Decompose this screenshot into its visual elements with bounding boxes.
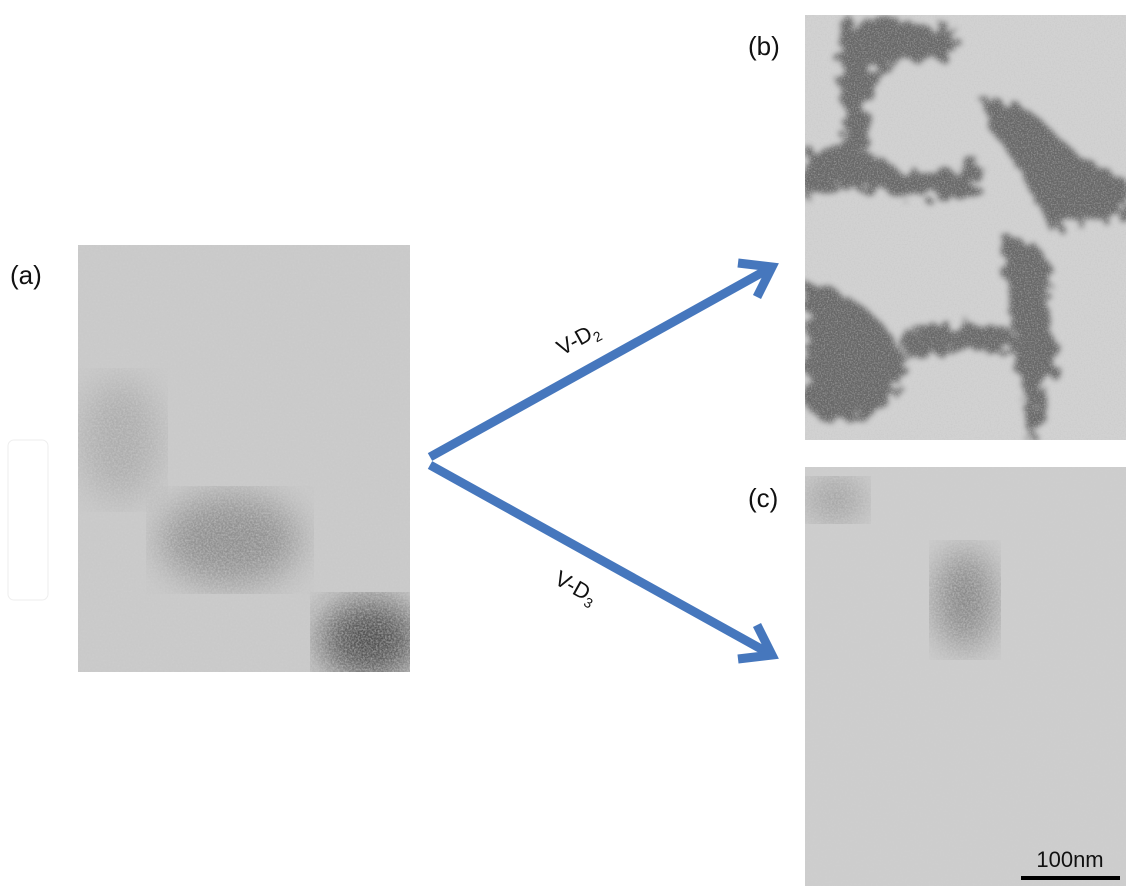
arrows (430, 263, 772, 659)
arrow-label-text: V-D (552, 321, 596, 361)
panel-label: (a) (10, 260, 42, 290)
arrow-c (430, 465, 772, 655)
panel-label: (b) (748, 31, 780, 61)
micrograph-b (805, 15, 1126, 440)
panel-label: (c) (748, 483, 778, 513)
scale-bar-label: 100nm (1036, 847, 1103, 872)
frame (8, 440, 48, 600)
arrow-label: V-D3 (549, 566, 602, 612)
micrograph-c (805, 467, 1126, 886)
arrow-label: V-D2 (552, 317, 605, 363)
micrograph-a (78, 245, 420, 680)
arrow-b (430, 267, 772, 457)
figure: (a) (b) (c) V-D2 V-D3 100nm (0, 0, 1126, 886)
